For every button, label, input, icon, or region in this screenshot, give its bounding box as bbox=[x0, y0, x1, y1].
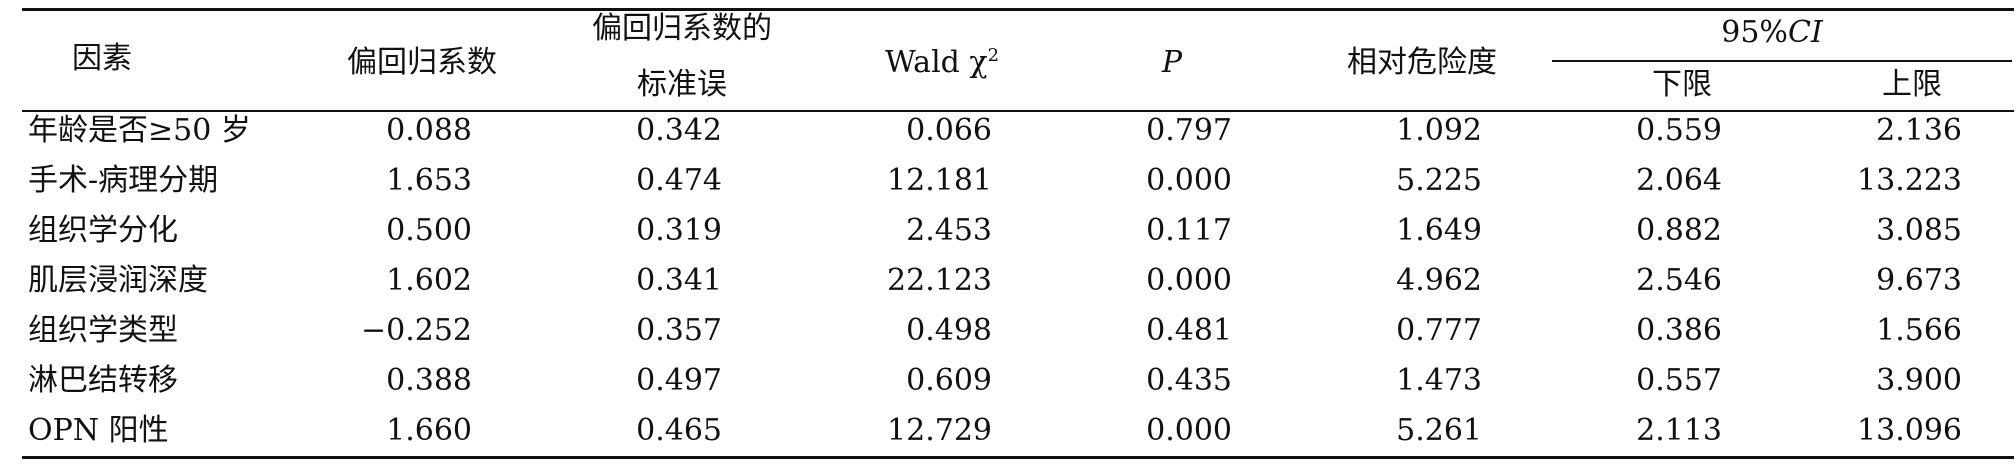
row-upper: 2.136 bbox=[1876, 113, 1962, 148]
row-se: 0.341 bbox=[636, 263, 722, 298]
row-factor: 组织学类型 bbox=[28, 313, 178, 348]
bottom-rule bbox=[22, 456, 2014, 459]
row-factor: 淋巴结转移 bbox=[28, 363, 178, 398]
row-wald: 12.181 bbox=[887, 163, 992, 198]
row-rr: 4.962 bbox=[1396, 263, 1482, 298]
row-p: 0.000 bbox=[1146, 163, 1232, 198]
row-coef: 1.660 bbox=[386, 413, 472, 448]
row-wald: 0.066 bbox=[906, 113, 992, 148]
row-factor: 组织学分化 bbox=[28, 213, 178, 248]
header-coef: 偏回归系数 bbox=[347, 45, 497, 80]
row-lower: 0.386 bbox=[1636, 313, 1722, 348]
top-rule bbox=[22, 8, 2014, 11]
header-p: P bbox=[1161, 45, 1183, 80]
row-wald: 12.729 bbox=[887, 413, 992, 448]
header-ci: 95%CI bbox=[1662, 16, 1882, 50]
row-factor: OPN 阳性 bbox=[28, 413, 169, 448]
row-wald: 22.123 bbox=[887, 263, 992, 298]
row-wald: 2.453 bbox=[906, 213, 992, 248]
row-rr: 0.777 bbox=[1396, 313, 1482, 348]
row-upper: 13.096 bbox=[1857, 413, 1962, 448]
header-wald-sup: 2 bbox=[987, 45, 1000, 66]
row-lower: 2.113 bbox=[1636, 413, 1722, 448]
row-p: 0.435 bbox=[1146, 363, 1232, 398]
row-p: 0.000 bbox=[1146, 413, 1232, 448]
row-se: 0.319 bbox=[636, 213, 722, 248]
regression-table: 因素 偏回归系数 偏回归系数的 标准误 Wald χ2 P 相对危险度 95%C… bbox=[22, 8, 2014, 459]
row-p: 0.117 bbox=[1146, 213, 1232, 248]
row-upper: 9.673 bbox=[1876, 263, 1962, 298]
row-coef: −0.252 bbox=[360, 313, 472, 348]
header-ci-italic: CI bbox=[1787, 15, 1823, 50]
header-lower: 下限 bbox=[1652, 67, 1712, 102]
row-rr: 1.473 bbox=[1396, 363, 1482, 398]
row-coef: 1.602 bbox=[386, 263, 472, 298]
row-coef: 0.388 bbox=[386, 363, 472, 398]
row-upper: 1.566 bbox=[1876, 313, 1962, 348]
row-p: 0.481 bbox=[1146, 313, 1232, 348]
row-factor: 年龄是否≥50 岁 bbox=[28, 113, 251, 148]
row-wald: 0.498 bbox=[906, 313, 992, 348]
row-lower: 0.557 bbox=[1636, 363, 1722, 398]
ci-rule bbox=[1552, 60, 2012, 62]
row-rr: 5.261 bbox=[1396, 413, 1482, 448]
row-factor: 肌层浸润深度 bbox=[28, 263, 208, 298]
row-coef: 0.500 bbox=[386, 213, 472, 248]
row-rr: 1.092 bbox=[1396, 113, 1482, 148]
row-rr: 5.225 bbox=[1396, 163, 1482, 198]
row-factor: 手术-病理分期 bbox=[28, 163, 219, 198]
header-wald-text: Wald χ bbox=[884, 45, 988, 80]
header-rule bbox=[22, 110, 2014, 112]
row-lower: 2.064 bbox=[1636, 163, 1722, 198]
row-coef: 1.653 bbox=[386, 163, 472, 198]
row-p: 0.797 bbox=[1146, 113, 1232, 148]
row-lower: 0.559 bbox=[1636, 113, 1722, 148]
row-se: 0.357 bbox=[636, 313, 722, 348]
row-wald: 0.609 bbox=[906, 363, 992, 398]
row-upper: 3.900 bbox=[1876, 363, 1962, 398]
header-se-line2: 标准误 bbox=[637, 67, 727, 102]
header-wald: Wald χ2 bbox=[852, 46, 1032, 80]
row-se: 0.474 bbox=[636, 163, 722, 198]
header-se-line1: 偏回归系数的 bbox=[592, 11, 772, 46]
header-factor: 因素 bbox=[72, 41, 132, 76]
row-upper: 13.223 bbox=[1857, 163, 1962, 198]
row-upper: 3.085 bbox=[1876, 213, 1962, 248]
row-lower: 0.882 bbox=[1636, 213, 1722, 248]
header-rr: 相对危险度 bbox=[1347, 45, 1497, 80]
header-upper: 上限 bbox=[1882, 67, 1942, 102]
row-lower: 2.546 bbox=[1636, 263, 1722, 298]
row-coef: 0.088 bbox=[386, 113, 472, 148]
row-p: 0.000 bbox=[1146, 263, 1232, 298]
row-se: 0.497 bbox=[636, 363, 722, 398]
header-ci-prefix: 95% bbox=[1721, 15, 1788, 50]
row-se: 0.342 bbox=[636, 113, 722, 148]
row-rr: 1.649 bbox=[1396, 213, 1482, 248]
row-se: 0.465 bbox=[636, 413, 722, 448]
